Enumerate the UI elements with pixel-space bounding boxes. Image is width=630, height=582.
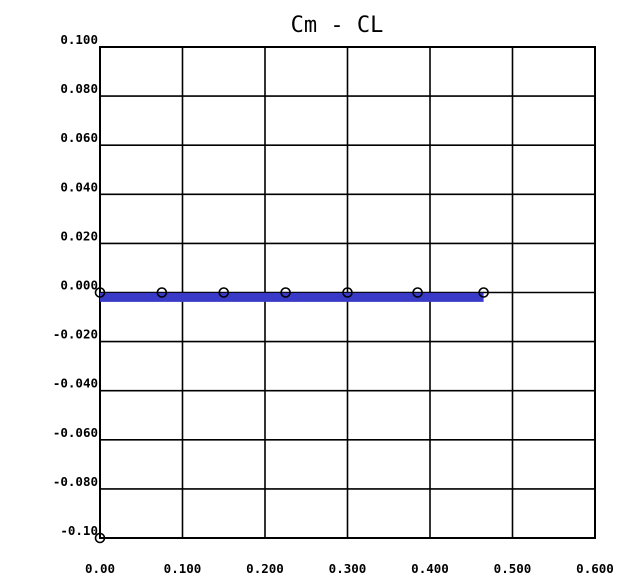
y-tick-label-10: -0.10 (60, 523, 98, 538)
chart-title: Cm - CL (291, 13, 384, 38)
data-point-marker-1 (156, 287, 168, 298)
data-point-marker-2 (218, 287, 230, 298)
data-point-marker-7 (94, 532, 106, 544)
x-tick-label-0: 0.00 (85, 561, 115, 576)
x-tick-label-4: 0.400 (411, 561, 449, 576)
x-tick-label-6: 0.600 (576, 561, 614, 576)
y-tick-label-1: 0.080 (60, 81, 98, 96)
y-tick-label-6: -0.020 (53, 327, 98, 342)
x-tick-label-1: 0.100 (164, 561, 202, 576)
plot-frame (99, 46, 596, 539)
y-axis-tick-labels: 0.100 0.080 0.060 0.040 0.020 0.000 -0.020 -0.0… (53, 32, 98, 538)
y-tick-label-4: 0.020 (60, 228, 98, 243)
y-tick-label-2: 0.060 (60, 130, 98, 145)
y-tick-label-9: -0.080 (53, 474, 98, 489)
x-tick-label-5: 0.500 (494, 561, 532, 576)
data-point-marker-5 (412, 287, 423, 298)
y-tick-label-0: 0.100 (60, 32, 98, 47)
data-point-marker-3 (280, 287, 291, 298)
marker-layer (94, 287, 489, 544)
y-tick-label-7: -0.040 (53, 376, 98, 391)
x-tick-label-3: 0.300 (329, 561, 367, 576)
y-tick-label-3: 0.040 (60, 179, 98, 194)
y-tick-label-5: 0.000 (60, 278, 98, 293)
data-point-marker-0 (94, 287, 106, 298)
grid (99, 46, 596, 539)
data-point-marker-4 (342, 287, 353, 298)
data-point-marker-6 (478, 287, 489, 298)
x-axis-tick-labels: 0.00 0.100 0.200 0.300 0.400 0.500 0.600 (85, 561, 614, 576)
x-tick-label-2: 0.200 (246, 561, 284, 576)
y-tick-label-8: -0.060 (53, 425, 98, 440)
